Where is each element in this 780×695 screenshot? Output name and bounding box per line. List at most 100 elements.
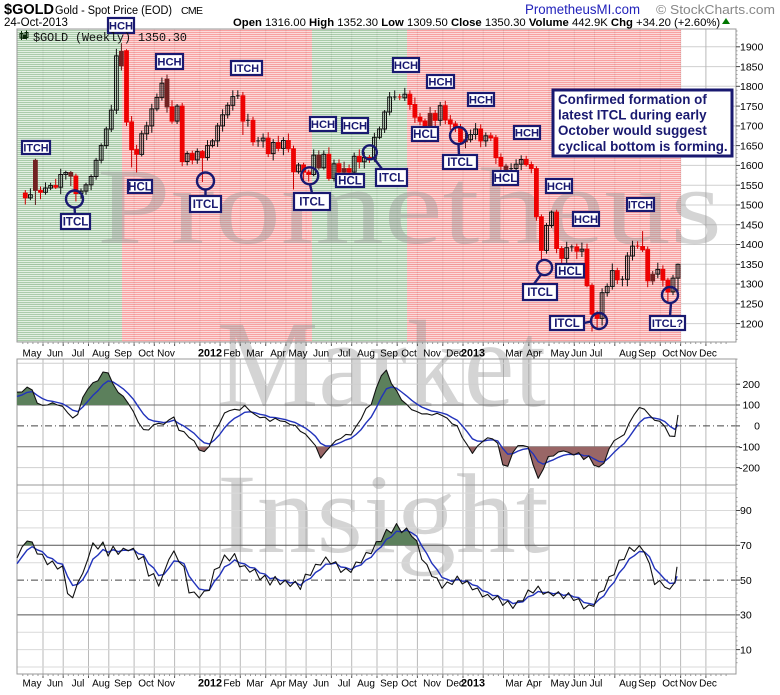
- svg-text:Feb: Feb: [223, 679, 241, 690]
- svg-text:Nov: Nov: [679, 349, 697, 360]
- svg-text:Jul: Jul: [72, 679, 85, 690]
- svg-text:Mar: Mar: [246, 679, 264, 690]
- svg-text:HCL: HCL: [128, 182, 152, 194]
- svg-text:Open 1316.00 High 1352.30 Low: Open 1316.00 High 1352.30 Low 1309.50 Cl…: [233, 17, 720, 29]
- svg-text:Jun: Jun: [47, 679, 63, 690]
- svg-text:2013: 2013: [461, 348, 485, 360]
- svg-text:50: 50: [740, 575, 752, 587]
- svg-text:Dec: Dec: [446, 349, 464, 360]
- svg-text:Mar: Mar: [246, 349, 264, 360]
- svg-text:HCH: HCH: [428, 77, 452, 89]
- svg-text:Oct: Oct: [138, 679, 154, 690]
- svg-text:Oct: Oct: [662, 679, 678, 690]
- svg-text:Aug: Aug: [619, 349, 637, 360]
- svg-text:Gold - Spot Price (EOD): Gold - Spot Price (EOD): [55, 3, 172, 17]
- svg-text:ITCH: ITCH: [23, 143, 48, 155]
- svg-text:1800: 1800: [740, 81, 764, 93]
- svg-text:Sep: Sep: [638, 679, 656, 690]
- svg-text:HCH: HCH: [574, 214, 598, 226]
- svg-text:ITCL: ITCL: [447, 157, 473, 169]
- svg-text:Jul: Jul: [72, 349, 85, 360]
- svg-text:Aug: Aug: [92, 679, 110, 690]
- svg-text:ITCL: ITCL: [63, 217, 89, 229]
- svg-text:-100: -100: [739, 442, 760, 454]
- svg-text:May: May: [23, 349, 42, 360]
- svg-text:Aug: Aug: [357, 349, 375, 360]
- svg-text:Apr: Apr: [526, 679, 542, 690]
- svg-text:ITCL: ITCL: [527, 287, 553, 299]
- svg-text:Nov: Nov: [157, 349, 175, 360]
- svg-text:1900: 1900: [740, 42, 764, 54]
- svg-text:1500: 1500: [740, 200, 764, 212]
- svg-text:$GOLD: $GOLD: [4, 2, 54, 18]
- svg-text:30: 30: [740, 610, 752, 622]
- svg-text:May: May: [289, 349, 308, 360]
- svg-text:HCL: HCL: [338, 176, 362, 188]
- svg-text:Confirmed formation of: Confirmed formation of: [558, 92, 707, 107]
- svg-text:100: 100: [742, 400, 760, 412]
- svg-text:Aug: Aug: [92, 349, 110, 360]
- svg-text:2012: 2012: [198, 678, 222, 690]
- svg-text:1400: 1400: [740, 239, 764, 251]
- svg-text:Jun: Jun: [47, 349, 63, 360]
- svg-text:1750: 1750: [740, 101, 764, 113]
- svg-text:ITCH: ITCH: [628, 200, 653, 212]
- svg-text:HCH: HCH: [157, 57, 181, 69]
- svg-text:Oct: Oct: [662, 349, 678, 360]
- svg-text:Sep: Sep: [114, 679, 132, 690]
- svg-text:May: May: [289, 679, 308, 690]
- svg-text:Jun: Jun: [313, 349, 329, 360]
- svg-text:1250: 1250: [740, 299, 764, 311]
- svg-text:1700: 1700: [740, 121, 764, 133]
- svg-text:Jun: Jun: [571, 349, 587, 360]
- svg-text:ITCL: ITCL: [299, 197, 325, 209]
- svg-text:Jul: Jul: [590, 349, 603, 360]
- svg-text:latest ITCL during early: latest ITCL during early: [558, 108, 707, 123]
- svg-text:HCH: HCH: [469, 95, 493, 107]
- svg-text:90: 90: [740, 505, 752, 517]
- svg-text:Jul: Jul: [338, 349, 351, 360]
- svg-text:1850: 1850: [740, 61, 764, 73]
- svg-text:1600: 1600: [740, 160, 764, 172]
- svg-text:Insight: Insight: [217, 452, 549, 577]
- svg-text:Nov: Nov: [157, 679, 175, 690]
- svg-text:Nov: Nov: [423, 679, 441, 690]
- svg-text:HCH: HCH: [343, 121, 367, 133]
- svg-text:HCH: HCH: [394, 60, 418, 72]
- svg-text:HCL: HCL: [413, 129, 437, 141]
- svg-text:ITCL: ITCL: [193, 199, 219, 211]
- svg-text:Oct: Oct: [138, 349, 154, 360]
- svg-text:200: 200: [742, 379, 760, 391]
- svg-text:Nov: Nov: [423, 349, 441, 360]
- svg-text:ITCH: ITCH: [234, 63, 259, 75]
- svg-text:Oct: Oct: [401, 679, 417, 690]
- svg-text:ITCL: ITCL: [379, 173, 405, 185]
- svg-text:Apr: Apr: [526, 349, 542, 360]
- svg-text:0: 0: [754, 421, 760, 433]
- svg-text:Market: Market: [217, 296, 546, 433]
- svg-text:HCH: HCH: [109, 21, 133, 33]
- svg-text:HCL: HCL: [558, 266, 582, 278]
- svg-text:Jun: Jun: [313, 679, 329, 690]
- svg-text:Jun: Jun: [571, 679, 587, 690]
- svg-text:Sep: Sep: [380, 679, 398, 690]
- svg-text:Nov: Nov: [679, 679, 697, 690]
- svg-text:Mar: Mar: [505, 349, 523, 360]
- svg-text:HCH: HCH: [311, 119, 335, 131]
- svg-text:May: May: [551, 679, 570, 690]
- svg-text:May: May: [551, 349, 570, 360]
- svg-text:PrometheusMI.com: PrometheusMI.com: [525, 2, 640, 17]
- svg-text:Jul: Jul: [338, 679, 351, 690]
- svg-text:$GOLD (Weekly) 1350.30: $GOLD (Weekly) 1350.30: [33, 31, 187, 45]
- svg-text:Mar: Mar: [505, 679, 523, 690]
- svg-text:2013: 2013: [461, 678, 485, 690]
- svg-text:Sep: Sep: [380, 349, 398, 360]
- svg-text:HCL: HCL: [494, 173, 518, 185]
- svg-text:CME: CME: [181, 5, 203, 17]
- svg-text:1650: 1650: [740, 140, 764, 152]
- svg-text:Aug: Aug: [357, 679, 375, 690]
- svg-text:HCH: HCH: [515, 128, 539, 140]
- svg-text:Dec: Dec: [699, 679, 717, 690]
- svg-text:Aug: Aug: [619, 679, 637, 690]
- svg-text:Sep: Sep: [114, 349, 132, 360]
